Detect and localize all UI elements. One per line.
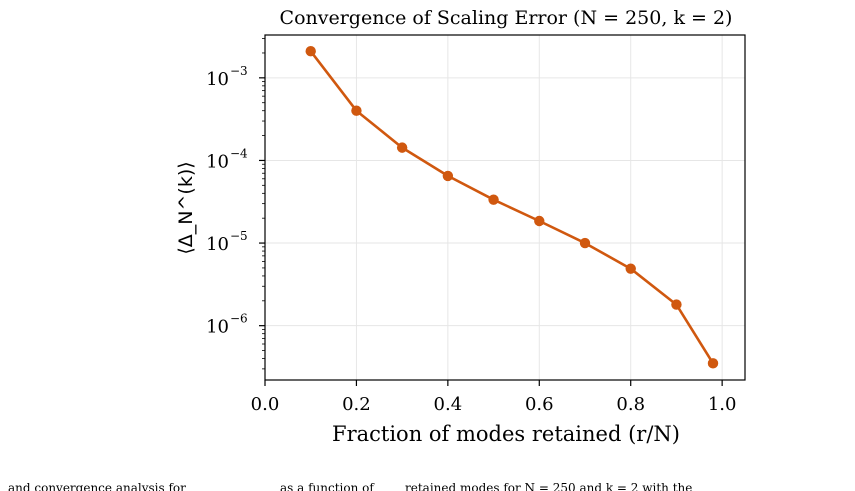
- x-tick-label: 0.0: [251, 394, 280, 415]
- x-tick-label: 0.6: [525, 394, 554, 415]
- data-point: [396, 142, 408, 153]
- y-tick-label: 10: [206, 317, 229, 338]
- figure-caption: and convergence analysis for as a functi…: [0, 478, 855, 491]
- grid-lines: [264, 35, 745, 380]
- y-axis-ticks: 10−610−510−410−3: [206, 38, 265, 370]
- caption-part-2: as a function of: [280, 481, 374, 491]
- caption-part-1: and convergence analysis for: [8, 481, 186, 491]
- x-axis-label: Fraction of modes retained (r/N): [332, 422, 680, 446]
- x-axis-ticks: 0.0 0.2 0.4 0.6 0.8 1.0: [251, 380, 737, 415]
- y-tick-exponent: −3: [230, 64, 248, 78]
- y-tick-label: 10: [206, 234, 229, 255]
- y-tick-exponent: −4: [230, 146, 248, 160]
- data-point: [305, 46, 316, 57]
- data-point: [351, 105, 362, 116]
- plot-frame: [264, 34, 746, 381]
- data-point: [488, 194, 499, 205]
- y-tick-exponent: −5: [230, 229, 248, 243]
- series-layer: [305, 46, 719, 369]
- data-point: [534, 215, 545, 227]
- y-tick-label: 10: [206, 151, 229, 172]
- data-point: [707, 358, 719, 369]
- data-point: [671, 299, 682, 310]
- x-tick-label: 0.8: [616, 394, 645, 415]
- data-point: [579, 237, 591, 249]
- series-line: [309, 50, 715, 364]
- x-tick-label: 1.0: [708, 394, 737, 415]
- caption-part-3: retained modes for N = 250 and k = 2 wit…: [405, 481, 693, 491]
- x-tick-label: 0.4: [434, 394, 463, 415]
- data-point: [625, 263, 636, 274]
- y-tick-exponent: −6: [230, 312, 248, 326]
- data-point: [442, 170, 454, 182]
- y-axis-label: ⟨Δ_N^(k)⟩: [175, 161, 197, 254]
- y-tick-label: 10: [206, 69, 229, 90]
- convergence-chart: 0.0 0.2 0.4 0.6 0.8 1.0 10−610−510−410−3 Conv…: [175, 7, 746, 446]
- x-tick-label: 0.2: [342, 394, 371, 415]
- chart-title: Convergence of Scaling Error (N = 250, k…: [280, 7, 733, 29]
